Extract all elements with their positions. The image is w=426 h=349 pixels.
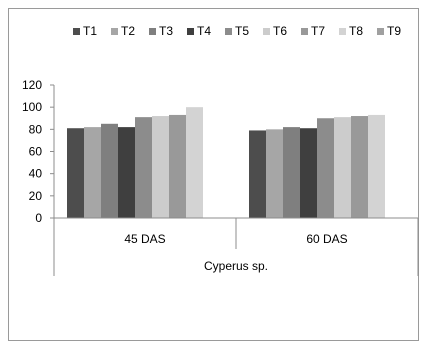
legend-label-t2: T2 [121, 24, 135, 38]
y-tick-label: 100 [22, 100, 42, 114]
bar-t2-0 [84, 127, 101, 218]
legend-label-t1: T1 [83, 24, 97, 38]
legend-swatch-t6 [263, 28, 270, 35]
legend-swatch-t2 [111, 28, 118, 35]
bars [67, 107, 385, 218]
legend-label-t3: T3 [159, 24, 173, 38]
bar-t5-0 [135, 117, 152, 218]
y-tick-label: 60 [29, 145, 43, 159]
y-tick-label: 40 [29, 167, 43, 181]
legend-swatch-t7 [301, 28, 308, 35]
legend-label-t7: T7 [311, 24, 325, 38]
bar-t4-1 [300, 128, 317, 218]
bar-t6-0 [152, 116, 169, 218]
bar-t8-1 [368, 114, 385, 218]
x-tick-label: 45 DAS [124, 232, 165, 246]
legend-swatch-t8 [339, 28, 346, 35]
x-group-label: Cyperus sp. [204, 259, 268, 273]
y-axis: 0 20 40 60 80 100 120 [22, 78, 55, 225]
y-tick-label: 20 [29, 189, 43, 203]
legend-swatch-t5 [225, 28, 232, 35]
legend-label-t6: T6 [273, 24, 287, 38]
bar-t6-1 [334, 117, 351, 218]
x-axis: 45 DAS 60 DAS Cyperus sp. [53, 217, 419, 276]
bar-t1-1 [249, 130, 266, 218]
bar-t8-0 [186, 107, 203, 218]
legend-swatch-t9 [377, 28, 384, 35]
bar-t5-1 [317, 118, 334, 218]
y-tick-label: 120 [22, 78, 42, 92]
bar-t2-1 [266, 129, 283, 218]
bar-t7-1 [351, 116, 368, 218]
legend-swatch-t4 [187, 28, 194, 35]
bar-t3-1 [283, 127, 300, 218]
legend-swatch-t3 [149, 28, 156, 35]
x-tick-label: 60 DAS [306, 232, 347, 246]
legend-label-t5: T5 [235, 24, 249, 38]
bar-t7-0 [169, 114, 186, 218]
bar-t4-0 [118, 127, 135, 218]
legend-swatch-t1 [73, 28, 80, 35]
legend-label-t9: T9 [387, 24, 401, 38]
y-tick-label: 80 [29, 122, 43, 136]
bar-t3-0 [101, 123, 118, 218]
legend: T1 T2 T3 T4 T5 T6 T7 T8 T9 [73, 24, 401, 38]
bar-t1-0 [67, 128, 84, 218]
y-tick-label: 0 [35, 211, 42, 225]
legend-label-t8: T8 [349, 24, 363, 38]
legend-label-t4: T4 [197, 24, 211, 38]
